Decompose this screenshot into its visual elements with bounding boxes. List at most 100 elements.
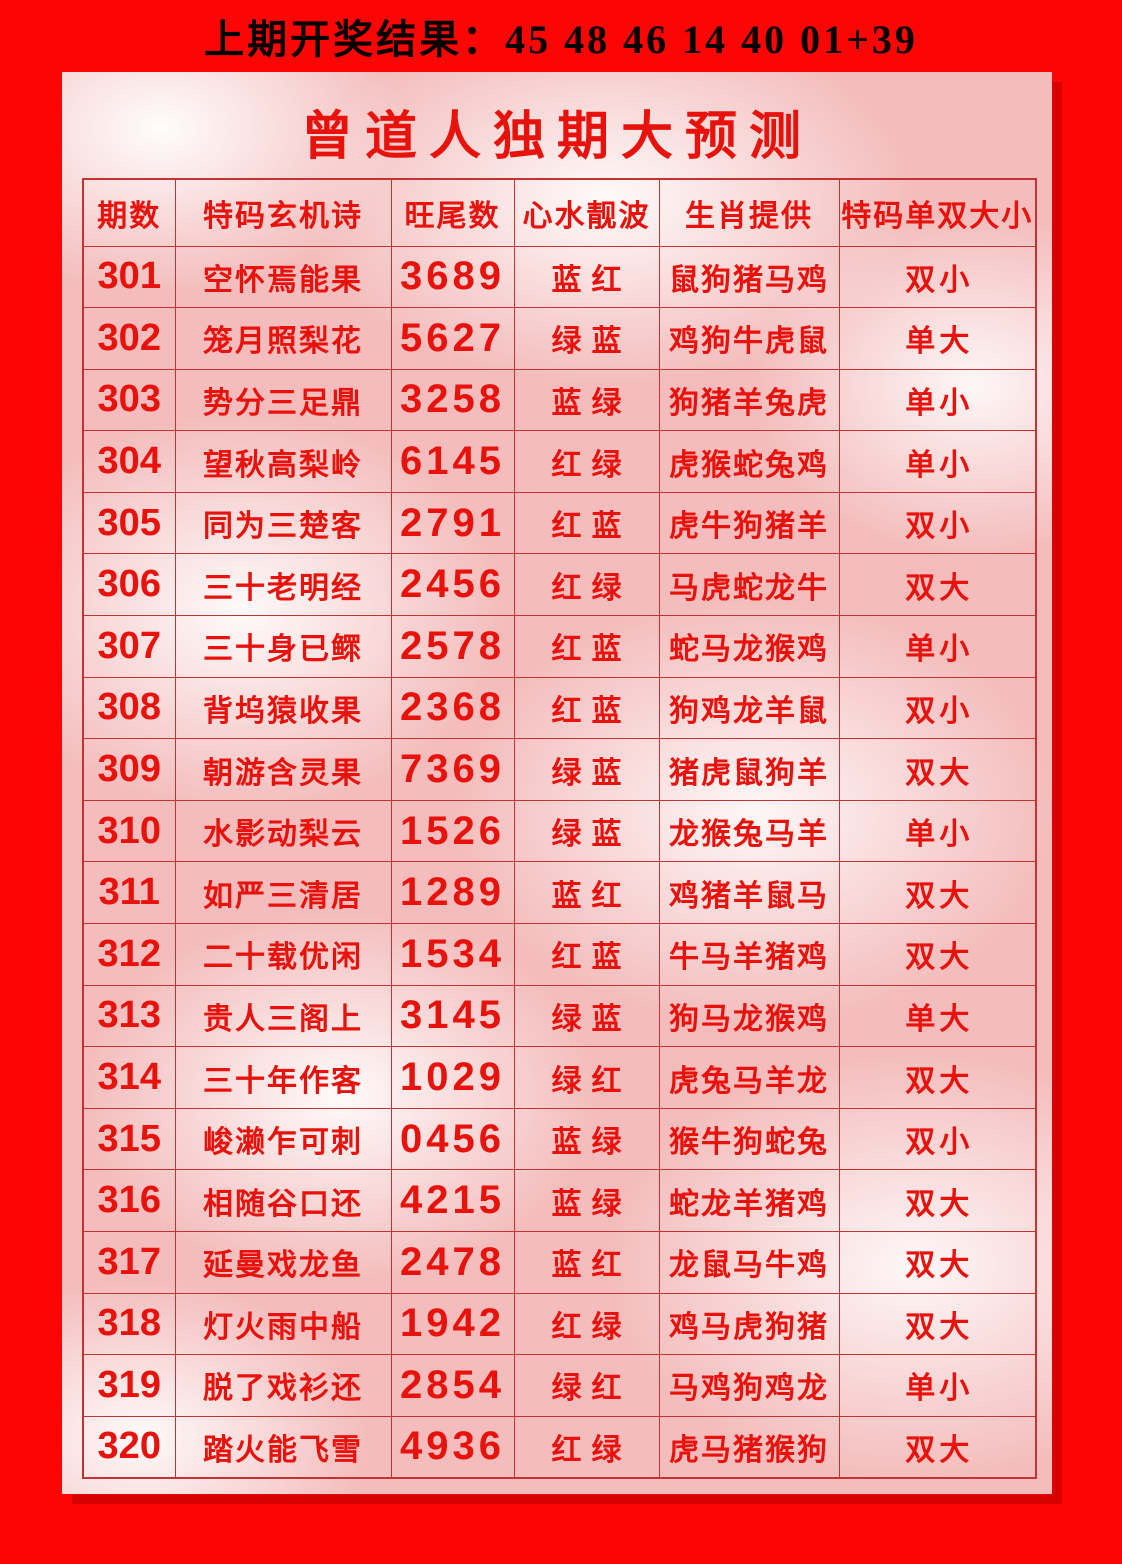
poem-cell: 延曼戏龙鱼 [174, 1231, 392, 1294]
parity-cell: 单小 [838, 430, 1037, 493]
period-cell: 310 [82, 799, 176, 863]
period-cell: 302 [82, 307, 176, 370]
parity-cell: 双大 [838, 1292, 1037, 1356]
table-row: 313 贵人三阁上 3145 绿蓝 狗马龙猴鸡 单大 [82, 984, 1037, 1048]
tails-cell: 2478 [390, 1231, 515, 1294]
zodiacs-cell: 鸡狗牛虎鼠 [658, 307, 840, 370]
period-cell: 313 [82, 984, 176, 1048]
waves-cell: 红蓝 [513, 676, 660, 740]
table-row: 303 势分三足鼎 3258 蓝绿 狗猪羊兔虎 单小 [82, 368, 1037, 432]
table-row: 306 三十老明经 2456 红绿 马虎蛇龙牛 双大 [82, 553, 1037, 617]
tails-cell: 6145 [390, 430, 515, 493]
waves-cell: 绿蓝 [513, 984, 660, 1048]
zodiacs-cell: 猴牛狗蛇兔 [658, 1107, 840, 1171]
table-row: 301 空怀焉能果 3689 蓝红 鼠狗猪马鸡 双小 [82, 245, 1037, 309]
table-row: 315 峻濑乍可刺 0456 蓝绿 猴牛狗蛇兔 双小 [82, 1107, 1037, 1171]
parity-cell: 双大 [838, 1169, 1037, 1232]
zodiacs-cell: 狗猪羊兔虎 [658, 368, 840, 432]
period-cell: 311 [82, 861, 176, 925]
waves-cell: 蓝绿 [513, 1107, 660, 1171]
waves-cell: 红绿 [513, 1415, 660, 1479]
poem-cell: 水影动梨云 [174, 799, 392, 863]
table-row: 312 二十载优闲 1534 红蓝 牛马羊猪鸡 双大 [82, 923, 1037, 986]
header-period: 期数 [82, 178, 176, 247]
parity-cell: 双小 [838, 245, 1037, 309]
table-row: 314 三十年作客 1029 绿红 虎兔马羊龙 双大 [82, 1046, 1037, 1109]
prediction-panel: 曾道人独期大预测 期数 特码玄机诗 旺尾数 心水靓波 生肖提供 特码单双大小 3… [62, 72, 1052, 1494]
tails-cell: 1942 [390, 1292, 515, 1356]
tails-cell: 1534 [390, 923, 515, 986]
zodiacs-cell: 蛇马龙猴鸡 [658, 615, 840, 678]
tails-cell: 1526 [390, 799, 515, 863]
period-cell: 314 [82, 1046, 176, 1109]
parity-cell: 单小 [838, 1354, 1037, 1417]
poem-cell: 贵人三阁上 [174, 984, 392, 1048]
waves-cell: 绿红 [513, 1354, 660, 1417]
parity-cell: 双小 [838, 491, 1037, 555]
period-cell: 307 [82, 615, 176, 678]
waves-cell: 绿蓝 [513, 307, 660, 370]
zodiacs-cell: 牛马羊猪鸡 [658, 923, 840, 986]
poem-cell: 朝游含灵果 [174, 738, 392, 801]
zodiacs-cell: 蛇龙羊猪鸡 [658, 1169, 840, 1232]
table-row: 304 望秋高梨岭 6145 红绿 虎猴蛇兔鸡 单小 [82, 430, 1037, 493]
period-cell: 306 [82, 553, 176, 617]
zodiacs-cell: 虎马猪猴狗 [658, 1415, 840, 1479]
parity-cell: 双大 [838, 553, 1037, 617]
table-row: 320 踏火能飞雪 4936 红绿 虎马猪猴狗 双大 [82, 1415, 1037, 1479]
waves-cell: 蓝绿 [513, 368, 660, 432]
period-cell: 317 [82, 1231, 176, 1294]
parity-cell: 单小 [838, 799, 1037, 863]
parity-cell: 双大 [838, 923, 1037, 986]
tails-cell: 1289 [390, 861, 515, 925]
table-row: 305 同为三楚客 2791 红蓝 虎牛狗猪羊 双小 [82, 491, 1037, 555]
tails-cell: 5627 [390, 307, 515, 370]
tails-cell: 2578 [390, 615, 515, 678]
period-cell: 303 [82, 368, 176, 432]
tails-cell: 3689 [390, 245, 515, 309]
waves-cell: 红蓝 [513, 923, 660, 986]
poem-cell: 峻濑乍可刺 [174, 1107, 392, 1171]
table-row: 308 背坞猿收果 2368 红蓝 狗鸡龙羊鼠 双小 [82, 676, 1037, 740]
zodiacs-cell: 狗马龙猴鸡 [658, 984, 840, 1048]
zodiacs-cell: 龙猴兔马羊 [658, 799, 840, 863]
poem-cell: 灯火雨中船 [174, 1292, 392, 1356]
header-poem: 特码玄机诗 [174, 178, 392, 247]
poem-cell: 三十年作客 [174, 1046, 392, 1109]
poem-cell: 势分三足鼎 [174, 368, 392, 432]
zodiacs-cell: 鸡猪羊鼠马 [658, 861, 840, 925]
zodiacs-cell: 鸡马虎狗猪 [658, 1292, 840, 1356]
table-row: 318 灯火雨中船 1942 红绿 鸡马虎狗猪 双大 [82, 1292, 1037, 1356]
period-cell: 319 [82, 1354, 176, 1417]
zodiacs-cell: 猪虎鼠狗羊 [658, 738, 840, 801]
table-row: 319 脱了戏衫还 2854 绿红 马鸡狗鸡龙 单小 [82, 1354, 1037, 1417]
tails-cell: 3258 [390, 368, 515, 432]
parity-cell: 单小 [838, 368, 1037, 432]
period-cell: 315 [82, 1107, 176, 1171]
period-cell: 318 [82, 1292, 176, 1356]
tails-cell: 2854 [390, 1354, 515, 1417]
tails-cell: 2791 [390, 491, 515, 555]
tails-cell: 2456 [390, 553, 515, 617]
poem-cell: 望秋高梨岭 [174, 430, 392, 493]
zodiacs-cell: 狗鸡龙羊鼠 [658, 676, 840, 740]
poem-cell: 同为三楚客 [174, 491, 392, 555]
poem-cell: 如严三清居 [174, 861, 392, 925]
parity-cell: 单大 [838, 307, 1037, 370]
poem-cell: 踏火能飞雪 [174, 1415, 392, 1479]
period-cell: 312 [82, 923, 176, 986]
tails-cell: 4215 [390, 1169, 515, 1232]
period-cell: 301 [82, 245, 176, 309]
poem-cell: 背坞猿收果 [174, 676, 392, 740]
period-cell: 305 [82, 491, 176, 555]
last-draw-result-text: 上期开奖结果：45 48 46 14 40 01+39 [204, 17, 918, 62]
period-cell: 316 [82, 1169, 176, 1232]
zodiacs-cell: 虎兔马羊龙 [658, 1046, 840, 1109]
waves-cell: 红绿 [513, 430, 660, 493]
waves-cell: 蓝红 [513, 245, 660, 309]
table-row: 302 笼月照梨花 5627 绿蓝 鸡狗牛虎鼠 单大 [82, 307, 1037, 370]
waves-cell: 绿蓝 [513, 738, 660, 801]
period-cell: 309 [82, 738, 176, 801]
table-row: 317 延曼戏龙鱼 2478 蓝红 龙鼠马牛鸡 双大 [82, 1231, 1037, 1294]
waves-cell: 蓝绿 [513, 1169, 660, 1232]
